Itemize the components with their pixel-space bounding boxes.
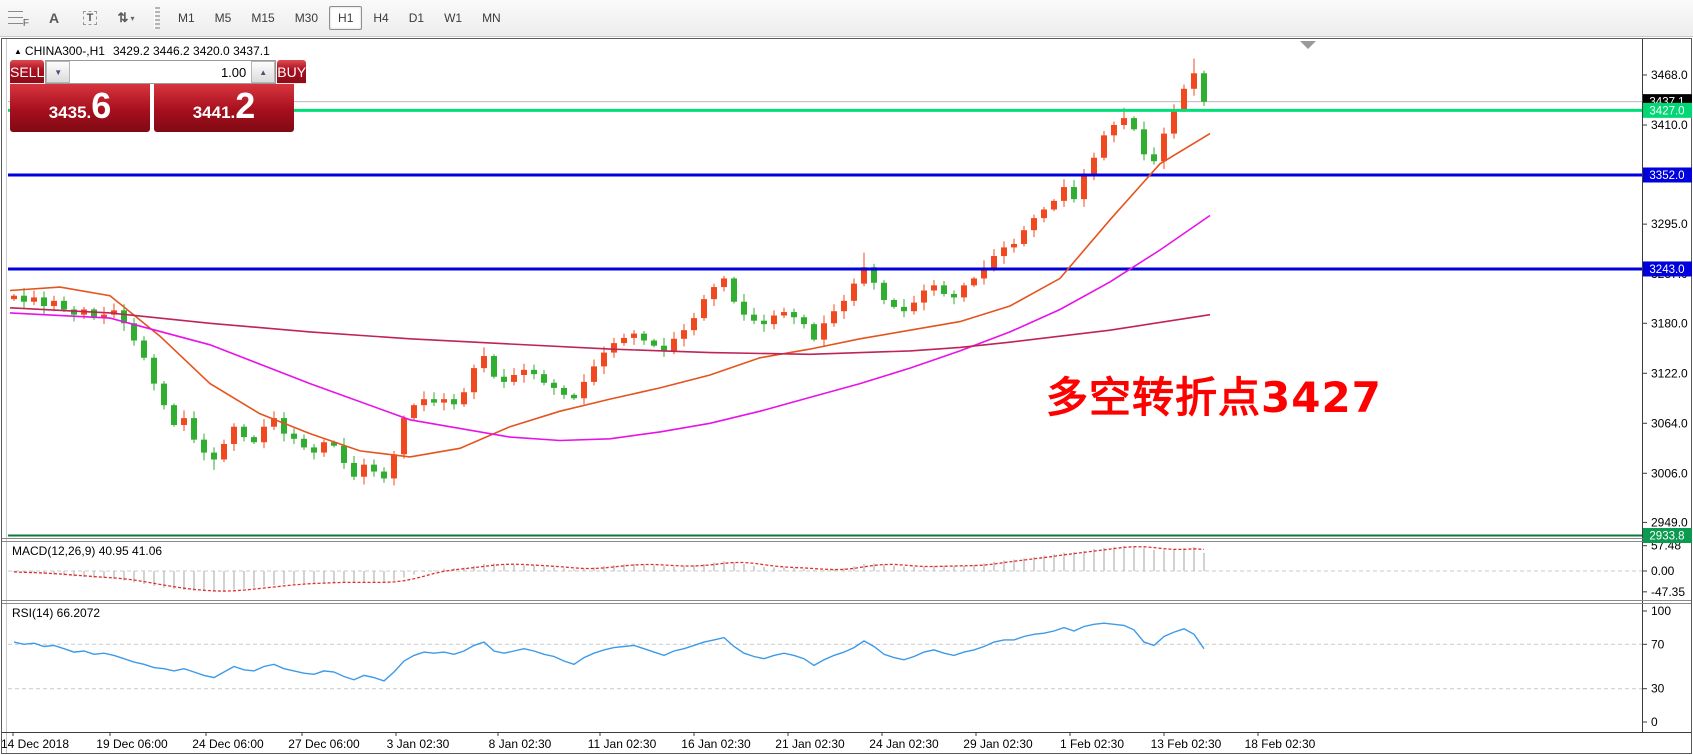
text-label-tool-icon[interactable]: A xyxy=(48,10,60,26)
svg-text:16 Jan 02:30: 16 Jan 02:30 xyxy=(681,737,751,751)
svg-text:14 Dec 2018: 14 Dec 2018 xyxy=(1,737,69,751)
volume-stepper: ▼ ▲ xyxy=(45,60,277,84)
sell-price-display[interactable]: 3435. 6 xyxy=(10,84,150,132)
svg-text:3006.0: 3006.0 xyxy=(1651,466,1688,480)
svg-text:21 Jan 02:30: 21 Jan 02:30 xyxy=(775,737,845,751)
sell-button[interactable]: SELL xyxy=(10,60,45,84)
chevron-down-icon[interactable]: ▾ xyxy=(130,13,135,23)
toolbar-tools: F A T ⇅ ▾ xyxy=(0,0,144,36)
chart-shift-marker[interactable] xyxy=(1300,41,1316,49)
ma-fast-line xyxy=(9,132,1211,458)
price-divider xyxy=(150,84,154,132)
symbol-expand-icon[interactable]: ▲ xyxy=(14,47,22,56)
buy-price-main: 3441. xyxy=(192,103,236,122)
svg-text:70: 70 xyxy=(1651,637,1665,651)
chart-window xyxy=(1,38,1692,754)
svg-text:-47.35: -47.35 xyxy=(1651,585,1685,599)
rsi-line xyxy=(13,622,1205,682)
svg-text:3468.0: 3468.0 xyxy=(1651,68,1688,82)
svg-text:18 Feb 02:30: 18 Feb 02:30 xyxy=(1245,737,1316,751)
svg-text:24 Jan 02:30: 24 Jan 02:30 xyxy=(869,737,939,751)
annotation-text: 多空转折点3427 xyxy=(1046,373,1382,422)
symbol-ohlc-values: 3429.2 3446.2 3420.0 3437.1 xyxy=(112,44,270,58)
macd-indicator-label: MACD(12,26,9) 40.95 41.06 xyxy=(12,544,163,558)
timeframe-buttons: M1 M5 M15 M30 H1 H4 D1 W1 MN xyxy=(168,0,511,36)
svg-text:24 Dec 06:00: 24 Dec 06:00 xyxy=(192,737,264,751)
symbol-title: CHINA300-,H1 xyxy=(24,44,105,58)
timeframe-h4[interactable]: H4 xyxy=(364,6,397,30)
rsi-indicator-label: RSI(14) 66.2072 xyxy=(12,606,101,620)
ma-slow-line xyxy=(9,307,1211,356)
timeframe-m30[interactable]: M30 xyxy=(286,6,327,30)
svg-text:100: 100 xyxy=(1651,604,1671,618)
timeframe-w1[interactable]: W1 xyxy=(435,6,471,30)
svg-text:3 Jan 02:30: 3 Jan 02:30 xyxy=(387,737,450,751)
svg-text:29 Jan 02:30: 29 Jan 02:30 xyxy=(963,737,1033,751)
timeframe-d1[interactable]: D1 xyxy=(400,6,433,30)
svg-text:3122.0: 3122.0 xyxy=(1651,366,1688,380)
svg-text:3352.0: 3352.0 xyxy=(1649,170,1684,182)
toolbar-separator xyxy=(154,7,160,29)
svg-text:13 Feb 02:30: 13 Feb 02:30 xyxy=(1151,737,1222,751)
svg-text:2933.8: 2933.8 xyxy=(1649,531,1684,543)
buy-price-display[interactable]: 3441. 2 xyxy=(154,84,294,132)
text-tool-icon[interactable]: T xyxy=(74,4,106,32)
volume-input[interactable] xyxy=(70,61,252,83)
volume-decrease-button[interactable]: ▼ xyxy=(46,61,71,83)
timeframe-m15[interactable]: M15 xyxy=(242,6,283,30)
svg-text:8 Jan 02:30: 8 Jan 02:30 xyxy=(489,737,552,751)
price-badge-3243.0: 3243.0 xyxy=(1643,261,1692,277)
svg-text:27 Dec 06:00: 27 Dec 06:00 xyxy=(288,737,360,751)
ma-mid-line xyxy=(9,214,1211,442)
svg-text:3243.0: 3243.0 xyxy=(1649,264,1684,276)
timeframe-m5[interactable]: M5 xyxy=(206,6,241,30)
macd-histogram xyxy=(13,545,1205,592)
price-badge-3427.0: 3427.0 xyxy=(1643,102,1692,118)
svg-text:1 Feb 02:30: 1 Feb 02:30 xyxy=(1060,737,1124,751)
svg-text:0.00: 0.00 xyxy=(1651,564,1675,578)
price-badge-2933.8: 2933.8 xyxy=(1643,528,1692,544)
svg-text:19 Dec 06:00: 19 Dec 06:00 xyxy=(96,737,168,751)
candles-layer xyxy=(11,58,1207,486)
timeframe-m1[interactable]: M1 xyxy=(169,6,204,30)
svg-text:3410.0: 3410.0 xyxy=(1651,118,1688,132)
time-axis: 14 Dec 2018 19 Dec 06:00 24 Dec 06:00 27 De… xyxy=(1,732,1316,751)
sell-price-big-digit: 6 xyxy=(91,85,112,126)
svg-text:3180.0: 3180.0 xyxy=(1651,316,1688,330)
buy-price-big-digit: 2 xyxy=(235,85,256,126)
buy-button[interactable]: BUY xyxy=(277,60,307,84)
one-click-trading-panel: SELL ▼ ▲ BUY 3435.6 3441.2 xyxy=(10,60,307,132)
svg-text:2949.0: 2949.0 xyxy=(1651,515,1688,529)
price-badge-3352.0: 3352.0 xyxy=(1643,167,1692,183)
volume-increase-button[interactable]: ▲ xyxy=(251,61,276,83)
fibonacci-tool-icon[interactable]: F xyxy=(2,4,34,32)
timeframe-mn[interactable]: MN xyxy=(473,6,510,30)
svg-text:3427.0: 3427.0 xyxy=(1649,105,1684,117)
macd-signal-line xyxy=(13,546,1205,592)
svg-text:11 Jan 02:30: 11 Jan 02:30 xyxy=(588,737,657,751)
svg-text:0: 0 xyxy=(1651,715,1658,729)
toolbar: F A T ⇅ ▾ M1 M5 M15 M30 H1 H4 D1 W1 MN xyxy=(0,0,1693,37)
symbol-info: ▲ CHINA300-,H1 3429.2 3446.2 3420.0 3437.1 xyxy=(14,44,270,58)
svg-text:30: 30 xyxy=(1651,682,1665,696)
arrows-tool-icon[interactable]: ⇅ ▾ xyxy=(117,10,135,25)
svg-text:3295.0: 3295.0 xyxy=(1651,217,1688,231)
svg-text:3064.0: 3064.0 xyxy=(1651,416,1688,430)
timeframe-h1[interactable]: H1 xyxy=(329,6,363,30)
sell-price-main: 3435. xyxy=(48,103,92,122)
